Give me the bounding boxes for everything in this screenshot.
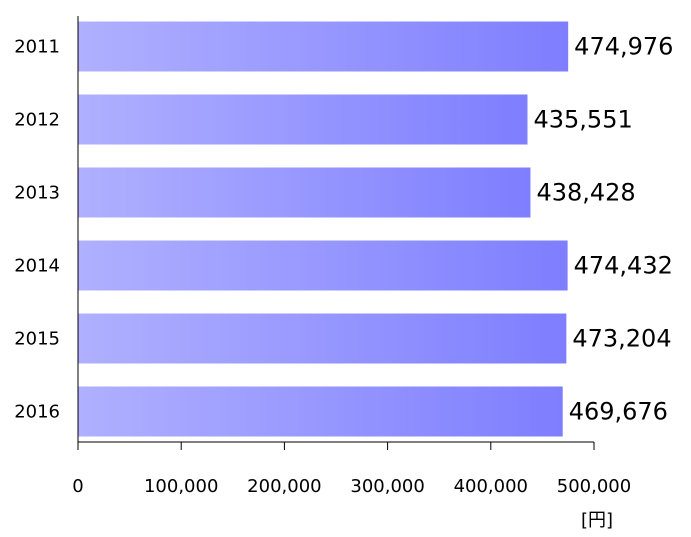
- x-tick-label: 0: [72, 476, 83, 497]
- category-label-2015: 2015: [14, 329, 60, 350]
- labels-layer: 2011 474,976 2012 435,551 2013 438,428 2014 474…: [14, 33, 673, 498]
- category-label-2016: 2016: [14, 402, 60, 423]
- axes: [77, 16, 595, 450]
- data-label-2014: 474,432: [574, 252, 673, 280]
- bar-2014: [78, 240, 568, 291]
- bar-2015: [78, 313, 567, 364]
- x-tick-label: 100,000: [144, 476, 218, 497]
- x-tick-label: 400,000: [454, 476, 528, 497]
- bars-layer: [78, 21, 569, 437]
- category-label-2013: 2013: [14, 183, 60, 204]
- x-tick-label: 500,000: [557, 476, 631, 497]
- category-label-2011: 2011: [14, 37, 60, 58]
- category-label-2012: 2012: [14, 110, 60, 131]
- x-tick-label: 300,000: [350, 476, 424, 497]
- data-label-2015: 473,204: [572, 325, 671, 353]
- data-label-2016: 469,676: [569, 398, 668, 426]
- data-label-2013: 438,428: [536, 179, 635, 207]
- data-label-2011: 474,976: [574, 33, 673, 61]
- unit-label: [円]: [581, 510, 613, 531]
- bar-2013: [78, 167, 531, 218]
- bar-2011: [78, 21, 569, 72]
- bar-2016: [78, 386, 563, 437]
- category-label-2014: 2014: [14, 256, 60, 277]
- bar-2012: [78, 94, 528, 145]
- x-tick-label: 200,000: [247, 476, 321, 497]
- data-label-2012: 435,551: [533, 106, 632, 134]
